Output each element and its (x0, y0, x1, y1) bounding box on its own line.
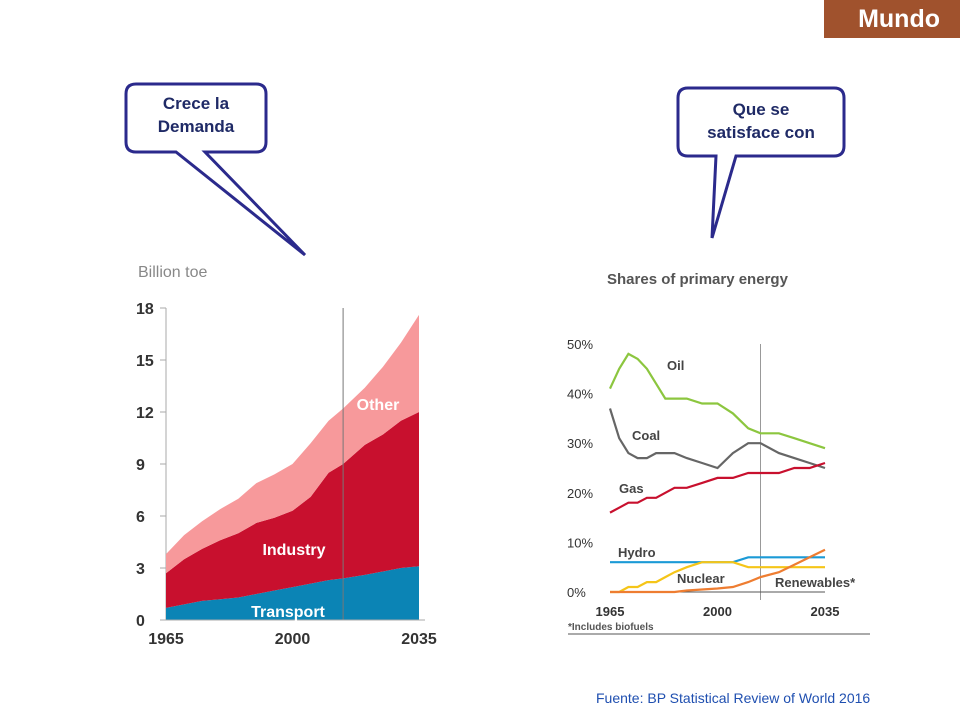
area-industry (166, 412, 419, 608)
area-label-industry: Industry (262, 542, 325, 559)
callout-layer (124, 82, 846, 257)
area-label-transport: Transport (251, 604, 325, 621)
x-tick-label: 1965 (596, 604, 625, 619)
series-line-hydro (610, 556, 825, 564)
callout-left-line-2: Demanda (157, 117, 235, 136)
series-label-hydro: Hydro (618, 545, 656, 560)
y-tick-label: 12 (136, 405, 154, 422)
callout-right (676, 86, 846, 239)
series-line-renewables (610, 548, 826, 594)
y-tick-label: 0 (136, 613, 145, 630)
y-tick-label: 15 (136, 353, 154, 370)
area-other (166, 314, 419, 574)
y-tick-label: 18 (136, 301, 154, 318)
y-axis-label: Billion toe (138, 264, 207, 281)
series-label-gas: Gas (619, 481, 644, 496)
y-tick-label: 6 (136, 509, 145, 526)
y-tick-label: 50% (567, 337, 593, 352)
callout-right-line-1: Que se (732, 100, 790, 119)
series-label-renewables: Renewables* (775, 575, 856, 590)
x-tick-label: 2000 (703, 604, 732, 619)
series-label-oil: Oil (667, 358, 684, 373)
area-transport (166, 566, 419, 620)
footnote: *Includes biofuels (568, 622, 654, 633)
y-tick-label: 0% (567, 585, 586, 600)
x-tick-label: 2035 (401, 631, 437, 648)
demand-by-sector-chart: Billion toe 0 3 6 9 12 15 18 Transport Industry Ot… (136, 264, 437, 648)
x-tick-label: 1965 (148, 631, 184, 648)
y-tick-label: 20% (567, 486, 593, 501)
y-tick-label: 30% (567, 436, 593, 451)
y-tick-label: 40% (567, 387, 593, 402)
series-label-coal: Coal (632, 428, 660, 443)
callout-right-text: Que se satisface con (678, 98, 844, 144)
callout-right-line-2: satisface con (707, 123, 815, 142)
source-note: Fuente: BP Statistical Review of World 2… (596, 690, 871, 706)
callout-left-line-1: Crece la (162, 94, 230, 113)
area-label-other: Other (357, 397, 400, 414)
x-tick-label: 2035 (811, 604, 840, 619)
series-line-coal (608, 408, 826, 470)
series-line-nuclear (610, 561, 825, 594)
callout-left (124, 82, 307, 257)
y-tick-label: 9 (136, 457, 145, 474)
region-badge: Mundo (824, 0, 960, 38)
y-tick-label: 10% (567, 535, 593, 550)
series-line-gas (609, 461, 826, 514)
callout-left-text: Crece la Demanda (126, 92, 266, 138)
x-tick-label: 2000 (275, 631, 311, 648)
chart-title: Shares of primary energy (607, 271, 789, 288)
primary-energy-shares-chart: Shares of primary energy 0% 10% 20% 30% 40% 50… (567, 271, 870, 635)
series-label-nuclear: Nuclear (677, 571, 725, 586)
series-line-oil (609, 352, 826, 450)
y-tick-label: 3 (136, 561, 145, 578)
